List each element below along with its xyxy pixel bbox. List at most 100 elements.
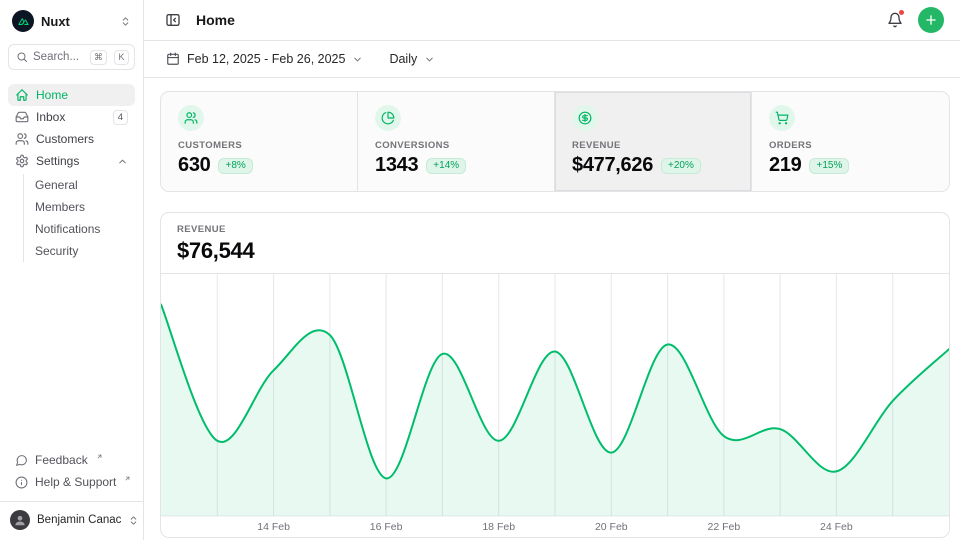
add-button[interactable] <box>918 7 944 33</box>
stat-label: CONVERSIONS <box>375 140 450 151</box>
stat-card-customers[interactable]: CUSTOMERS 630 +8% <box>161 92 358 191</box>
pie-chart-icon <box>375 105 401 131</box>
stat-label: ORDERS <box>769 140 813 151</box>
sidebar-item-inbox[interactable]: Inbox 4 <box>8 106 135 128</box>
foot-item-label: Feedback <box>35 453 88 467</box>
user-menu[interactable]: Benjamin Canac <box>0 501 143 532</box>
circle-dollar-icon <box>572 105 598 131</box>
unread-notification-dot <box>898 9 905 16</box>
sub-item-label: General <box>35 178 78 192</box>
content: CUSTOMERS 630 +8% CONVERSIONS 1343 +14% <box>144 78 960 538</box>
stat-value: 630 <box>178 154 211 176</box>
user-name: Benjamin Canac <box>37 514 122 526</box>
revenue-chart-card: REVENUE $76,544 14 Feb 16 Feb 18 Feb 20 Feb… <box>160 212 950 538</box>
users-icon <box>15 132 29 146</box>
cart-icon <box>769 105 795 131</box>
avatar <box>10 510 30 530</box>
home-icon <box>15 88 29 102</box>
sidebar-item-members[interactable]: Members <box>35 196 135 218</box>
sidebar-item-security[interactable]: Security <box>35 240 135 262</box>
stat-value: 1343 <box>375 154 419 176</box>
sidebar-item-general[interactable]: General <box>35 174 135 196</box>
stat-delta-badge: +20% <box>661 157 701 174</box>
sidebar-item-feedback[interactable]: Feedback <box>8 449 135 471</box>
date-range-value: Feb 12, 2025 - Feb 26, 2025 <box>187 52 346 66</box>
message-bubble-icon <box>15 454 28 467</box>
topbar: Home <box>144 0 960 41</box>
settings-sub-list: General Members Notifications Security <box>23 174 135 262</box>
sidebar-item-label: Customers <box>36 132 95 146</box>
chart-title: REVENUE <box>177 224 226 235</box>
stat-value: $477,626 <box>572 154 654 176</box>
sidebar-item-label: Settings <box>36 154 80 168</box>
sub-item-label: Security <box>35 244 79 258</box>
sidebar-nav: Home Inbox 4 Customers Settings <box>8 84 135 262</box>
stat-card-orders[interactable]: ORDERS 219 +15% <box>752 92 949 191</box>
chevron-up-icon <box>117 156 128 167</box>
period-select[interactable]: Daily <box>383 48 441 70</box>
chart-total-value: $76,544 <box>177 238 255 263</box>
filter-toolbar: Feb 12, 2025 - Feb 26, 2025 Daily <box>144 41 960 78</box>
workspace-name: Nuxt <box>41 13 70 29</box>
external-link-icon <box>96 453 103 460</box>
chevrons-up-down-icon <box>120 16 131 27</box>
stats-strip: CUSTOMERS 630 +8% CONVERSIONS 1343 +14% <box>160 91 950 192</box>
info-circle-icon <box>15 476 28 489</box>
main-area: Home Fe <box>144 0 960 540</box>
revenue-area-chart: 14 Feb 16 Feb 18 Feb 20 Feb 22 Feb 24 Feb <box>161 274 949 533</box>
sub-item-label: Notifications <box>35 222 101 236</box>
inbox-count-badge: 4 <box>112 109 128 125</box>
kbd-k: K <box>114 49 129 65</box>
sidebar-item-label: Inbox <box>36 110 66 124</box>
sidebar-spacer <box>8 262 135 449</box>
chevrons-up-down-icon <box>128 515 139 526</box>
search-icon <box>16 51 28 63</box>
stat-label: REVENUE <box>572 140 621 151</box>
sidebar-item-notifications[interactable]: Notifications <box>35 218 135 240</box>
users-icon <box>178 105 204 131</box>
nuxt-logo-icon <box>12 10 34 32</box>
svg-text:24 Feb: 24 Feb <box>820 521 853 533</box>
stat-card-revenue[interactable]: REVENUE $477,626 +20% <box>555 92 752 191</box>
inbox-icon <box>15 110 29 124</box>
period-value: Daily <box>389 52 418 66</box>
stat-delta-badge: +8% <box>218 157 253 174</box>
stat-delta-badge: +14% <box>426 157 467 174</box>
chart-header: REVENUE $76,544 <box>161 213 949 274</box>
sub-item-label: Members <box>35 200 86 214</box>
sidebar: Nuxt Search... ⌘ K Home I <box>0 0 144 540</box>
date-range-picker[interactable]: Feb 12, 2025 - Feb 26, 2025 <box>160 48 369 70</box>
sidebar-item-home[interactable]: Home <box>8 84 135 106</box>
stat-label: CUSTOMERS <box>178 140 243 151</box>
sidebar-item-label: Home <box>36 88 69 102</box>
chart-plot-area[interactable]: 14 Feb 16 Feb 18 Feb 20 Feb 22 Feb 24 Feb <box>161 274 949 536</box>
chevron-down-icon <box>424 54 435 65</box>
calendar-icon <box>166 52 180 66</box>
page-title: Home <box>196 12 235 28</box>
sidebar-item-help-support[interactable]: Help & Support <box>8 471 135 493</box>
panel-left-close-icon <box>165 12 181 28</box>
search-input[interactable]: Search... ⌘ K <box>8 44 135 70</box>
search-placeholder: Search... <box>33 51 80 63</box>
collapse-sidebar-button[interactable] <box>160 7 186 33</box>
plus-icon <box>924 13 938 27</box>
external-link-icon <box>124 475 131 482</box>
stat-delta-badge: +15% <box>809 157 850 174</box>
notifications-button[interactable] <box>882 7 908 33</box>
bell-icon <box>887 12 903 28</box>
foot-item-label: Help & Support <box>35 475 117 489</box>
stat-value: 219 <box>769 154 802 176</box>
svg-text:18 Feb: 18 Feb <box>482 521 515 533</box>
svg-text:14 Feb: 14 Feb <box>257 521 290 533</box>
svg-text:22 Feb: 22 Feb <box>708 521 741 533</box>
stat-card-conversions[interactable]: CONVERSIONS 1343 +14% <box>358 92 555 191</box>
svg-text:20 Feb: 20 Feb <box>595 521 628 533</box>
kbd-cmd: ⌘ <box>90 49 107 65</box>
gear-icon <box>15 154 29 168</box>
sidebar-item-customers[interactable]: Customers <box>8 128 135 150</box>
chevron-down-icon <box>352 54 363 65</box>
svg-text:16 Feb: 16 Feb <box>370 521 403 533</box>
workspace-selector[interactable]: Nuxt <box>8 8 135 34</box>
sidebar-item-settings[interactable]: Settings <box>8 150 135 172</box>
